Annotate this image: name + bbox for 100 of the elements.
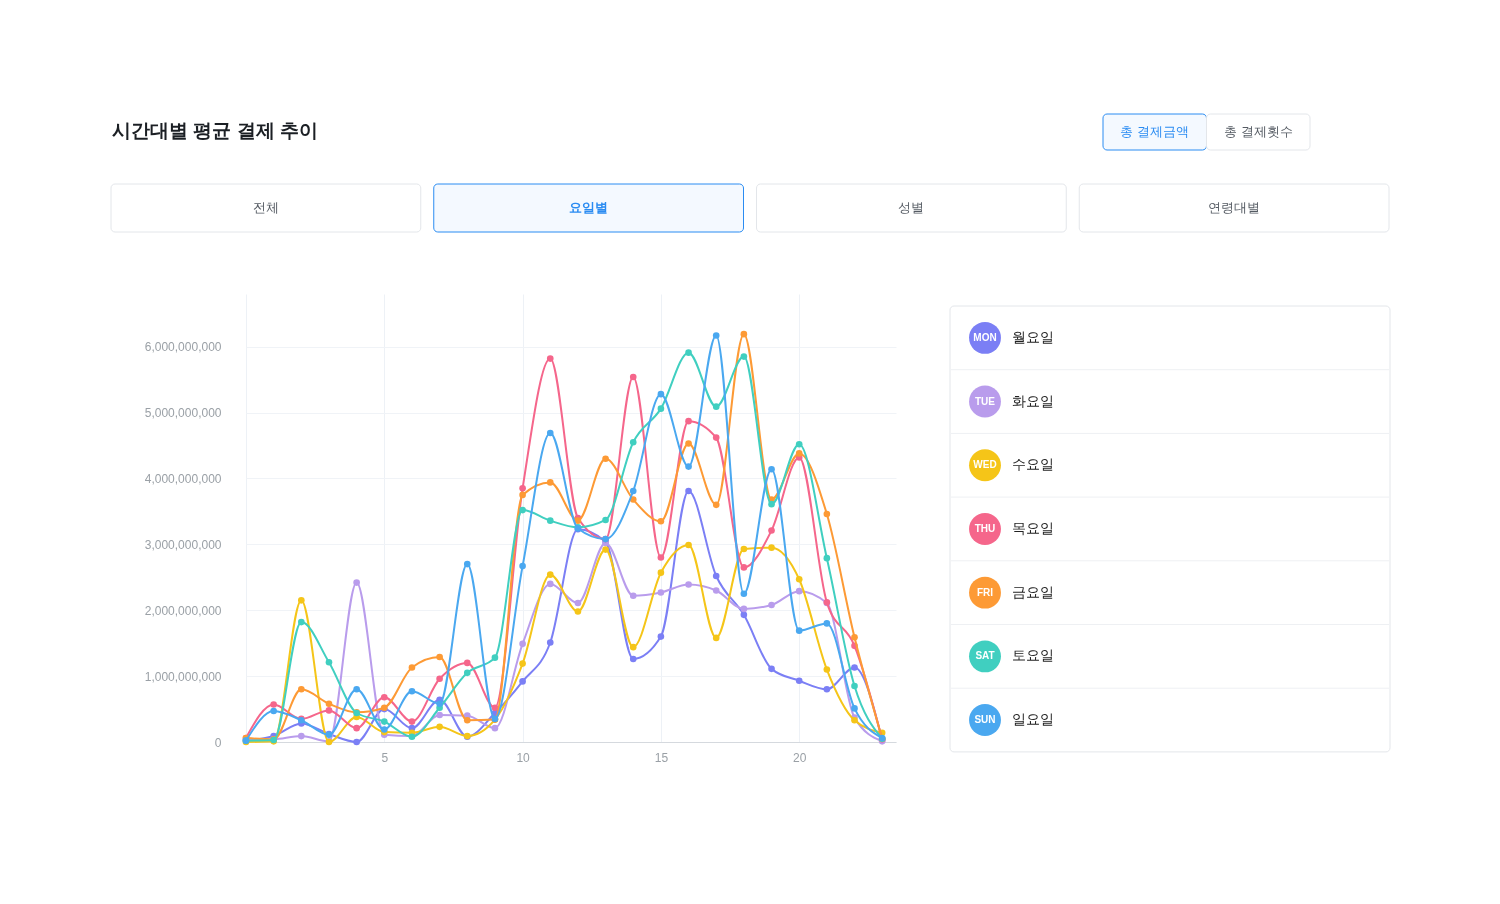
point: [270, 707, 277, 715]
point: [602, 516, 609, 524]
y-tick-label: 1,000,000,000: [144, 669, 222, 684]
point: [463, 669, 471, 677]
legend-label: 일요일: [1012, 711, 1054, 728]
point: [436, 711, 443, 719]
point: [574, 599, 582, 607]
text: 전체: [252, 200, 279, 215]
point: [519, 640, 526, 648]
point: [768, 465, 775, 473]
point: [657, 633, 665, 640]
point: [685, 440, 692, 447]
point: [463, 716, 471, 724]
point: [519, 485, 526, 492]
point: [380, 718, 388, 725]
point: [768, 500, 775, 508]
point: [325, 700, 333, 708]
point: [298, 685, 305, 693]
point: [353, 724, 360, 732]
point: [823, 685, 831, 693]
point: [740, 605, 748, 613]
point: [657, 589, 665, 596]
point: [712, 587, 720, 594]
point: [519, 678, 526, 685]
point: [463, 659, 471, 667]
point: [823, 666, 831, 673]
point: [657, 517, 665, 525]
point: [629, 487, 637, 495]
point: [823, 620, 831, 627]
y-tick-label: 3,000,000,000: [144, 537, 222, 552]
y-tick-label: 4,000,000,000: [144, 471, 222, 486]
point: [740, 353, 748, 360]
point: [298, 597, 305, 604]
point: [657, 405, 665, 412]
point: [546, 639, 554, 646]
chart-title: 시간대별 평균 결제 추이: [112, 120, 318, 141]
point: [851, 705, 858, 712]
text: FRI: [976, 586, 994, 598]
legend-label: 화요일: [1012, 392, 1054, 409]
point: [546, 580, 554, 588]
point: [602, 546, 609, 553]
point: [740, 611, 748, 619]
point: [546, 429, 554, 437]
point: [270, 701, 277, 708]
point: [712, 434, 720, 441]
point: [519, 562, 526, 570]
point: [353, 685, 360, 693]
point: [657, 554, 665, 561]
point: [685, 487, 692, 495]
point: [519, 491, 526, 499]
point: [463, 560, 471, 568]
point: [685, 417, 692, 425]
point: [546, 571, 554, 578]
point: [519, 506, 526, 514]
point: [546, 517, 554, 524]
y-tick-label: 0: [214, 735, 222, 750]
point: [353, 738, 360, 746]
point: [574, 608, 582, 615]
text: 요일별: [569, 200, 609, 215]
x-tick-label: 10: [516, 750, 531, 765]
point: [740, 590, 748, 598]
text: SUN: [974, 714, 996, 726]
point: [795, 440, 803, 448]
point: [712, 332, 720, 339]
point: [685, 463, 692, 470]
point: [491, 724, 499, 732]
point: [795, 450, 803, 457]
point: [657, 569, 665, 576]
legend-label: 목요일: [1012, 519, 1054, 536]
point: [851, 682, 858, 690]
point: [629, 592, 637, 600]
point: [546, 479, 554, 486]
point: [795, 677, 803, 685]
text: TUE: [975, 395, 996, 407]
point: [602, 455, 609, 463]
point: [768, 527, 775, 534]
text: SAT: [975, 650, 995, 662]
x-tick-label: 20: [793, 750, 807, 765]
point: [685, 349, 692, 356]
text: 총 결제금액: [1120, 124, 1190, 139]
point: [740, 545, 748, 553]
point: [795, 587, 803, 595]
point: [657, 390, 665, 398]
point: [380, 693, 388, 701]
point: [740, 564, 748, 571]
point: [629, 655, 637, 663]
point: [712, 572, 720, 580]
point: [491, 654, 499, 661]
point: [768, 544, 775, 551]
point: [851, 633, 858, 641]
text: 연령대별: [1208, 200, 1261, 215]
point: [491, 704, 499, 712]
point: [629, 438, 637, 446]
point: [436, 675, 443, 683]
legend-label: 월요일: [1012, 328, 1054, 345]
point: [685, 581, 692, 588]
point: [629, 643, 637, 651]
point: [795, 627, 803, 634]
legend-label: 수요일: [1012, 456, 1054, 473]
point: [408, 718, 416, 725]
